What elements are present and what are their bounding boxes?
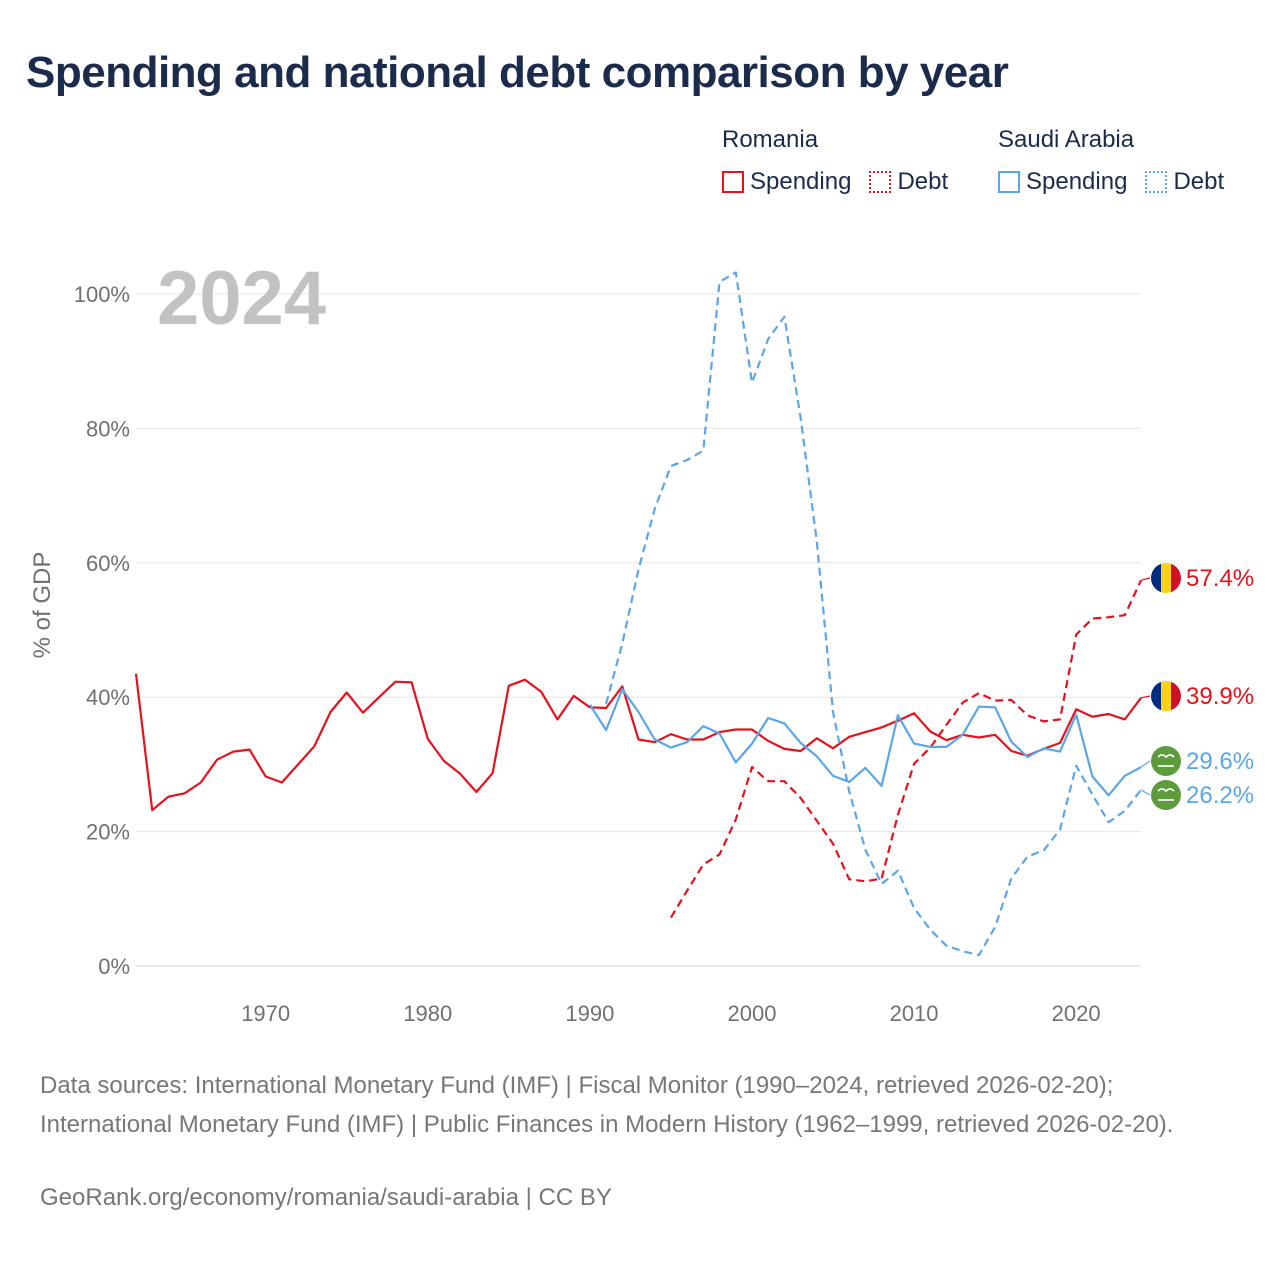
- x-tick-label: 1970: [241, 1001, 290, 1026]
- end-label-value: 26.2%: [1186, 782, 1254, 809]
- chart-title: Spending and national debt comparison by…: [26, 48, 1009, 97]
- legend-dotted-swatch: [1145, 171, 1168, 193]
- x-axis-ticks: 1970 1980 1990 2000 2010 2020: [241, 1001, 1100, 1026]
- legend-romania-title: Romania: [722, 126, 819, 153]
- legend-romania-spending-label: Spending: [750, 168, 852, 195]
- legend-saudi-arabia-debt[interactable]: Debt: [1145, 168, 1224, 196]
- x-tick-label: 2010: [890, 1001, 939, 1026]
- y-axis-ticks: 0% 20% 40% 60% 80% 100%: [74, 282, 130, 979]
- line-chart: 2024 0% 20% 40% 60% 80% 100% 1970 1980 1990 2000…: [29, 256, 1254, 1026]
- end-label-value: 39.9%: [1186, 683, 1254, 710]
- legend-romania-debt-label: Debt: [897, 168, 949, 195]
- legend-dotted-swatch: [869, 171, 892, 193]
- series-line-saudi-arabia-spending: [588, 687, 1142, 797]
- y-tick-label: 60%: [86, 551, 130, 576]
- end-label-connector: [1140, 577, 1151, 581]
- y-axis-label: % of GDP: [29, 552, 56, 659]
- legend-saudi-arabia: Saudi Arabia Spending Debt: [998, 126, 1224, 196]
- legend-romania-spending[interactable]: Spending: [722, 168, 851, 196]
- year-label: 2024: [157, 256, 326, 341]
- y-tick-label: 100%: [74, 282, 130, 307]
- x-tick-label: 1990: [565, 1001, 614, 1026]
- x-tick-label: 1980: [403, 1001, 452, 1026]
- legend-saudi-arabia-spending[interactable]: Spending: [998, 168, 1127, 196]
- romania-flag-icon: [1151, 563, 1181, 593]
- legend-saudi-arabia-title: Saudi Arabia: [998, 126, 1135, 153]
- series-line-romania-spending: [134, 673, 1142, 812]
- saudi-arabia-flag-icon: [1151, 746, 1181, 776]
- end-label-connector: [1140, 789, 1151, 796]
- end-labels: 57.4% 39.9% 29.6% 26.2%: [1140, 563, 1254, 810]
- end-label-value: 29.6%: [1186, 748, 1254, 775]
- legend-romania-debt[interactable]: Debt: [869, 168, 948, 196]
- legend-saudi-arabia-debt-label: Debt: [1173, 168, 1225, 195]
- x-tick-label: 2020: [1052, 1001, 1101, 1026]
- y-tick-label: 40%: [86, 685, 130, 710]
- saudi-arabia-flag-icon: [1151, 780, 1181, 810]
- end-label-connector: [1140, 695, 1151, 699]
- legend-solid-swatch: [998, 171, 1020, 193]
- series-lines: [134, 271, 1142, 957]
- y-tick-label: 80%: [86, 416, 130, 441]
- y-tick-label: 20%: [86, 820, 130, 845]
- end-label-connector: [1140, 760, 1151, 768]
- series-line-romania-debt: [669, 579, 1142, 919]
- y-tick-label: 0%: [98, 954, 130, 979]
- credit-link[interactable]: GeoRank.org/economy/romania/saudi-arabia…: [40, 1184, 612, 1211]
- end-label-value: 57.4%: [1186, 565, 1254, 592]
- romania-flag-icon: [1151, 681, 1181, 711]
- legend-solid-swatch: [722, 171, 744, 193]
- x-tick-label: 2000: [727, 1001, 776, 1026]
- series-line-saudi-arabia-debt: [605, 271, 1142, 957]
- source-note: Data sources: International Monetary Fun…: [40, 1072, 1174, 1138]
- legend-romania: Romania Spending Debt: [722, 126, 948, 196]
- grid-lines: [136, 293, 1141, 967]
- legend-saudi-arabia-spending-label: Spending: [1026, 168, 1128, 195]
